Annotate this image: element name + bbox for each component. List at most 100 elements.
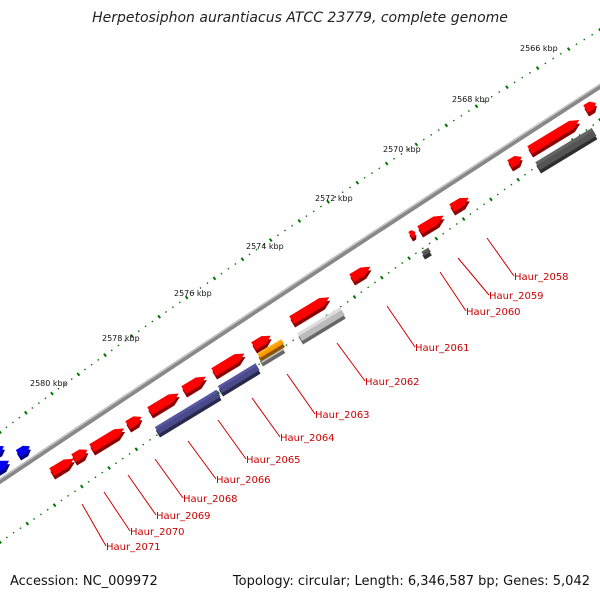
- inner-minor-tick: [128, 452, 131, 455]
- inner-major-tick: [52, 503, 57, 508]
- inner-minor-tick: [523, 173, 527, 176]
- outer-minor-tick: [97, 358, 100, 361]
- inner-minor-tick: [60, 499, 63, 502]
- outer-minor-tick: [591, 33, 594, 36]
- backbone-line: [0, 83, 600, 485]
- gene-label[interactable]: Haur_2071: [106, 542, 161, 553]
- gene-feature[interactable]: [181, 376, 207, 398]
- inner-minor-tick: [285, 344, 288, 347]
- inner-major-tick: [516, 177, 521, 182]
- gene-label-leader: [103, 491, 131, 532]
- gene-feature[interactable]: [527, 120, 581, 158]
- gene-feature[interactable]: [349, 266, 372, 286]
- gene-label[interactable]: Haur_2070: [130, 527, 185, 538]
- outer-minor-tick: [334, 196, 337, 199]
- outer-minor-tick: [57, 387, 60, 390]
- gene-label-leader: [127, 474, 157, 516]
- gene-feature[interactable]: [0, 446, 5, 461]
- gene-feature[interactable]: [147, 393, 180, 419]
- gene-feature[interactable]: [15, 445, 31, 461]
- inner-minor-tick: [373, 281, 377, 284]
- inner-minor-tick: [414, 252, 417, 255]
- outer-major-tick: [184, 295, 189, 300]
- outer-major-tick: [297, 218, 302, 223]
- gene-label[interactable]: Haur_2065: [246, 455, 301, 466]
- outer-minor-tick: [552, 57, 555, 60]
- gene-feature[interactable]: [297, 307, 346, 345]
- gene-label[interactable]: Haur_2062: [365, 377, 420, 388]
- axis-label: 2580 kbp: [30, 379, 68, 388]
- outer-minor-tick: [44, 397, 47, 400]
- gene-feature[interactable]: [217, 363, 261, 397]
- inner-minor-tick: [142, 443, 145, 446]
- outer-minor-tick: [262, 243, 265, 246]
- inner-minor-tick: [367, 286, 370, 289]
- outer-minor-tick: [234, 263, 237, 266]
- inner-minor-tick: [503, 188, 506, 191]
- gene-label[interactable]: Haur_2066: [216, 475, 271, 486]
- outer-minor-tick: [319, 205, 322, 208]
- gene-label[interactable]: Haur_2059: [489, 291, 544, 302]
- gene-feature[interactable]: [89, 428, 126, 456]
- outer-major-tick: [505, 85, 509, 90]
- gene-label[interactable]: Haur_2068: [183, 494, 238, 505]
- gene-feature[interactable]: [0, 460, 11, 478]
- gene-feature[interactable]: [408, 230, 417, 242]
- gene-feature[interactable]: [49, 458, 75, 480]
- inner-minor-tick: [87, 480, 90, 483]
- outer-minor-tick: [5, 426, 8, 429]
- inner-major-tick: [407, 256, 411, 261]
- outer-minor-tick: [400, 153, 403, 155]
- outer-minor-tick: [227, 267, 230, 270]
- gene-feature[interactable]: [251, 335, 272, 354]
- gene-feature[interactable]: [257, 339, 285, 362]
- gene-feature[interactable]: [211, 353, 246, 380]
- outer-minor-tick: [276, 234, 279, 237]
- gene-feature[interactable]: [289, 297, 331, 328]
- outer-tick-ring: [0, 28, 600, 434]
- gene-label-leader: [386, 305, 416, 348]
- gene-label[interactable]: Haur_2064: [280, 433, 335, 444]
- gene-label-leader: [457, 257, 490, 296]
- outer-minor-tick: [460, 114, 463, 117]
- outer-minor-tick: [171, 306, 174, 309]
- axis-label-layer: 2566 kbp 2568 kbp 2570 kbp 2572 kbp 2574 kbp…: [30, 44, 558, 388]
- inner-minor-tick: [258, 363, 261, 366]
- backbone-highlight: [0, 83, 600, 481]
- gene-feature[interactable]: [449, 197, 470, 216]
- gene-feature[interactable]: [535, 128, 598, 174]
- axis-label: 2572 kbp: [315, 194, 353, 203]
- gene-label[interactable]: Haur_2069: [156, 511, 211, 522]
- inner-minor-tick: [73, 490, 77, 493]
- gene-label[interactable]: Haur_2061: [415, 343, 470, 354]
- outer-major-tick: [444, 123, 449, 128]
- outer-minor-tick: [70, 378, 73, 381]
- gene-label-leader: [251, 397, 281, 438]
- outer-major-tick: [598, 28, 600, 32]
- gene-feature[interactable]: [417, 215, 445, 238]
- outer-minor-tick: [110, 349, 113, 352]
- gene-label-leader: [486, 237, 515, 277]
- accession-text: Accession: NC_009972: [10, 574, 158, 589]
- inner-minor-tick: [483, 203, 486, 206]
- outer-minor-tick: [31, 406, 34, 409]
- outer-major-tick: [384, 161, 389, 166]
- outer-minor-tick: [206, 282, 209, 285]
- gene-feature[interactable]: [421, 247, 432, 260]
- gene-feature[interactable]: [125, 416, 143, 433]
- inner-minor-tick: [346, 300, 349, 303]
- gene-feature[interactable]: [71, 449, 89, 466]
- inner-minor-tick: [155, 434, 158, 437]
- gene-label[interactable]: Haur_2058: [514, 272, 569, 283]
- outer-minor-tick: [305, 215, 308, 218]
- outer-minor-tick: [575, 43, 578, 46]
- gene-feature[interactable]: [507, 155, 523, 172]
- gene-label[interactable]: Haur_2063: [315, 410, 370, 421]
- outer-minor-tick: [178, 301, 181, 304]
- gene-label[interactable]: Haur_2060: [466, 307, 521, 318]
- gene-feature[interactable]: [583, 101, 597, 117]
- outer-minor-tick: [513, 81, 516, 84]
- outer-minor-tick: [291, 224, 294, 227]
- gene-label-leader: [286, 373, 316, 415]
- gene-feature[interactable]: [154, 389, 222, 438]
